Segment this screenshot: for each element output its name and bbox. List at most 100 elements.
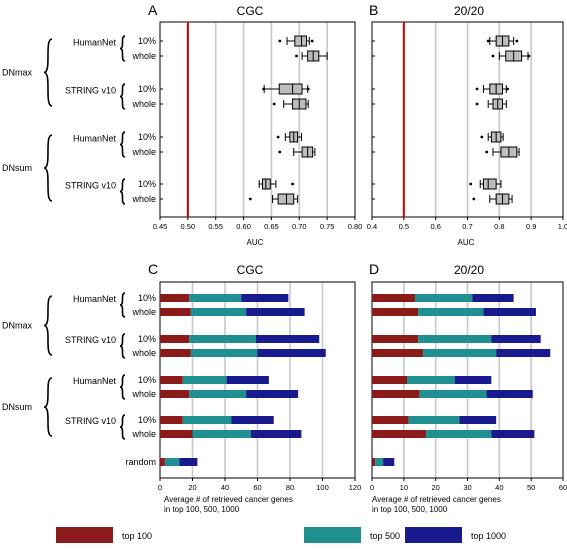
bar-segment-top-100-d [372, 430, 427, 438]
row-label-sub: whole [131, 348, 156, 358]
x-tick-label-a: 0.50 [181, 222, 196, 231]
bar-segment-top-500-d [408, 416, 460, 424]
row-brace-small [119, 35, 126, 62]
bar-segment-top-1000-c [226, 376, 269, 384]
bar-segment-top-100-d [372, 416, 409, 424]
x-tick-label-c: 60 [253, 483, 261, 492]
outlier-point-b [472, 197, 476, 201]
x-tick-label-c: 20 [188, 483, 196, 492]
bar-segment-top-1000-d [459, 416, 497, 424]
row-label-network: STRING v10 [65, 86, 116, 96]
row-label-sub: whole [131, 99, 156, 109]
outlier-point-b [506, 87, 510, 91]
bar-segment-top-500-c [189, 390, 247, 398]
row-label-network: HumanNet [73, 38, 117, 48]
panel-d-plot: 0 10 20 30 40 50 60 [370, 281, 567, 492]
panel-title-b: 20/20 [454, 4, 484, 18]
row-label-group: DNsum [2, 402, 32, 412]
bar-segment-top-500-c [164, 458, 180, 466]
bar-segment-top-500-c [182, 416, 232, 424]
x-tick-label-b: 0.9 [526, 222, 536, 231]
box-a [278, 83, 303, 95]
x-tick-label-b: 1.0 [558, 222, 567, 231]
bar-segment-top-1000-d [491, 430, 535, 438]
bar-segment-top-500-c [190, 349, 258, 357]
bar-segment-top-100-d [372, 390, 420, 398]
bar-segment-top-500-d [414, 294, 473, 302]
bar-segment-top-100-c [160, 376, 183, 384]
bar-segment-top-1000-c [257, 349, 326, 357]
outlier-point-a [291, 182, 294, 186]
row-label-group: DNsum [2, 163, 32, 173]
row-label-network: HumanNet [73, 294, 117, 304]
row-label-network: HumanNet [73, 134, 117, 144]
bar-segment-top-500-c [182, 376, 227, 384]
bar-segment-top-100-d [372, 349, 423, 357]
bar-segment-top-1000-c [251, 430, 302, 438]
bar-segment-top-100-c [160, 416, 183, 424]
bar-segment-top-500-c [192, 430, 251, 438]
bar-segment-top-100-c [160, 458, 165, 466]
row-label-network: STRING v10 [65, 181, 116, 191]
bar-segment-top-1000-d [491, 335, 541, 343]
legend: top 100 top 500 top 1000 [56, 527, 506, 543]
panel-a-plot: 0.45 0.50 0.55 0.60 0.65 0.70 0.75 0.80 [153, 21, 363, 231]
bar-segment-top-500-d [426, 430, 492, 438]
outlier-point-b [469, 182, 473, 186]
outlier-point-b [491, 54, 495, 58]
row-brace-big [43, 377, 53, 437]
x-tick-label-c: 100 [316, 483, 329, 492]
row-label-sub: 10% [138, 375, 156, 385]
row-brace-small [119, 333, 126, 359]
x-tick-label-b: 0.7 [462, 222, 472, 231]
x-tick-label-c: 80 [286, 483, 294, 492]
row-label-network: HumanNet [73, 376, 117, 386]
axis-title-b: AUC [458, 238, 475, 247]
outlier-point-a [272, 102, 276, 106]
x-tick-label-c: 120 [349, 483, 362, 492]
legend-label-top-500: top 500 [370, 531, 400, 541]
row-label-sub: 10% [138, 293, 156, 303]
legend-swatch-top-1000 [405, 527, 462, 543]
row-brace-big [43, 38, 53, 107]
row-label-sub: 10% [138, 36, 156, 46]
outlier-point-b [475, 87, 479, 91]
row-label-sub: 10% [138, 84, 156, 94]
axis-title-c-line2: in top 100, 500, 1000 [164, 505, 240, 514]
x-tick-label-c: 40 [221, 483, 229, 492]
legend-label-top-100: top 100 [122, 531, 152, 541]
bar-segment-top-100-d [372, 458, 376, 466]
bar-segment-top-500-c [190, 308, 247, 316]
legend-swatch-top-500 [304, 527, 361, 543]
plot-frame-a [159, 21, 356, 218]
box-a [277, 193, 295, 205]
bar-segment-top-1000-c [246, 308, 305, 316]
row-brace-big [43, 295, 53, 356]
panel-title-a: CGC [237, 4, 264, 18]
row-label-sub: 10% [138, 179, 156, 189]
outlier-point-a [306, 87, 310, 91]
bar-segment-top-100-c [160, 349, 191, 357]
x-tick-label-d: 60 [559, 483, 567, 492]
row-label-random: random [125, 457, 156, 467]
row-brace-small [119, 292, 126, 318]
box-a [294, 35, 308, 47]
bar-segment-top-1000-c [255, 335, 320, 343]
row-label-sub: 10% [138, 334, 156, 344]
row-label-network: STRING v10 [65, 416, 116, 426]
x-tick-label-d: 50 [527, 483, 535, 492]
row-brace-small [119, 178, 126, 205]
bar-segment-top-1000-c [179, 458, 198, 466]
row-label-group: DNmax [2, 68, 33, 78]
panel-letter-c: C [148, 261, 158, 277]
outlier-point-b [485, 150, 488, 154]
axis-title-a: AUC [247, 238, 264, 247]
x-tick-label-a: 0.80 [348, 222, 363, 231]
x-tick-label-a: 0.75 [320, 222, 335, 231]
panel-title-c: CGC [237, 263, 264, 277]
outlier-point-a [248, 197, 252, 201]
panel-b-plot: 0.4 0.5 0.6 0.7 0.8 0.9 1.0 [367, 21, 567, 231]
bar-segment-top-500-c [189, 294, 242, 302]
row-brace-small [119, 131, 126, 158]
